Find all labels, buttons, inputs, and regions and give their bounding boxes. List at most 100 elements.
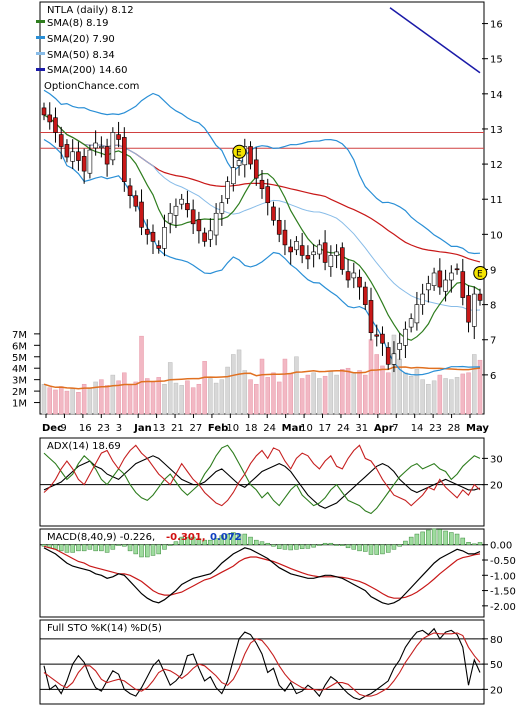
volume-bar-10 [99,379,104,415]
candle-body-15 [127,185,133,197]
volume-bar-49 [322,375,328,415]
volume-bar-76 [477,359,483,415]
volume-bar-14 [122,372,127,415]
macd-line [43,547,481,605]
volume-bar-5 [70,388,75,415]
date-tick-label-17: 31 [355,423,368,434]
adx-series-0 [43,455,481,509]
sma200-line [389,7,481,74]
sma20-legend-swatch [36,36,45,39]
macd-histogram-bar-28 [202,539,207,545]
volume-bar-17 [139,335,144,415]
macd-tick-label-0: 0.00 [490,541,512,552]
candle-body-11 [104,146,110,165]
candle-body-5 [70,151,75,162]
macd-histogram-bar-22 [167,544,173,546]
volume-bar-29 [208,378,213,415]
date-tick-label-10: 10 [226,423,239,434]
macd-histogram-bar-61 [391,544,397,550]
date-tick-label-14: 10 [300,423,313,434]
candle-body-52 [340,247,345,270]
volume-bar-42 [282,358,288,415]
volume-bar-46 [305,374,311,415]
price-tick-label-3: 13 [490,125,503,136]
candle-body-23 [173,205,179,216]
sma8-legend-label: SMA(8) 8.19 [47,18,108,29]
macd-label-hist: 0.072 [210,532,242,543]
candle-body-46 [305,255,311,260]
macd-histogram-bar-11 [104,544,110,553]
macd-histogram-bar-31 [219,535,225,545]
price-y-axis: 16 15 14 13 12 11 10 9 8 7 6 [482,20,503,382]
macd-signal-line [43,545,481,599]
macd-histogram-bar-29 [208,539,213,545]
candle-body-61 [391,353,397,365]
macd-histogram-bar-17 [139,544,144,558]
volume-bar-11 [104,385,110,415]
candle-body-33 [231,167,236,185]
volume-bar-38 [259,358,265,415]
volume-bar-53 [345,367,351,415]
candle-body-6 [76,151,81,161]
chart-title: NTLA (daily) 8.12 [47,5,134,16]
date-tick-label-12: 24 [263,423,276,434]
volume-bar-51 [334,374,339,415]
macd-histogram-bar-6 [76,544,81,552]
volume-bar-8 [87,387,93,415]
candle-body-7 [81,156,87,172]
macd-label: MACD(8,40,9) -0.226, -0.301, 0.072 [47,532,242,543]
volume-bar-39 [265,377,270,415]
volume-bar-28 [202,361,207,415]
candle-body-41 [276,219,282,235]
macd-histogram-bar-9 [93,544,98,552]
volume-tick-label-5: 2M [12,387,27,398]
sma50-legend-swatch [36,52,45,55]
macd-indicator: 0.00 -0.50 -1.00 -1.50 -2.00 [40,528,516,613]
sma200-legend-swatch [36,68,45,71]
volume-bar-56 [363,374,368,415]
macd-histogram-bar-57 [368,544,374,555]
macd-histogram-bar-18 [145,544,150,558]
volume-tick-label-4: 3M [12,376,27,387]
date-tick-label-7: 21 [171,423,184,434]
volume-bar-37 [254,383,259,415]
macd-histogram-bar-67 [426,529,431,545]
macd-histogram-bar-12 [110,544,116,550]
volume-bar-57 [368,339,374,415]
macd-histogram-bar-59 [380,544,385,555]
volume-tick-label-3: 4M [12,364,27,375]
candle-body-3 [58,134,64,147]
candle-body-8 [87,149,93,174]
volume-tick-label-1: 6M [12,341,27,352]
macd-histogram-bar-56 [363,544,368,552]
macd-histogram-bar-3 [58,544,64,552]
volume-bar-13 [116,380,121,415]
price-tick-label-8: 8 [490,301,496,312]
macd-histogram-bar-58 [374,544,379,555]
volume-bar-55 [357,370,362,415]
candle-body-54 [351,272,357,279]
macd-histogram-bar-32 [225,533,230,545]
macd-histogram-bar-55 [357,544,362,552]
volume-bar-19 [150,381,156,415]
volume-bar-34 [236,349,242,415]
candle-body-55 [357,276,362,288]
macd-histogram-bar-76 [477,542,483,545]
adx-indicator: 30 20 [40,444,503,515]
adx-tick-label-0: 30 [490,454,503,465]
adx-panel-frame [39,437,485,527]
macd-histogram-bar-36 [248,536,253,545]
macd-histogram-bar-40 [271,544,276,547]
price-candles [41,102,483,373]
volume-bar-27 [196,383,202,415]
candle-body-36 [248,146,253,165]
price-tick-label-1: 15 [490,55,503,66]
macd-histogram-bar-50 [328,542,334,545]
sto-tick-label-1: 50 [490,660,503,671]
candle-body-28 [202,232,207,242]
candle-body-58 [374,334,380,337]
volume-bar-15 [127,383,133,415]
volume-bar-25 [185,380,190,415]
volume-bar-21 [162,383,167,415]
